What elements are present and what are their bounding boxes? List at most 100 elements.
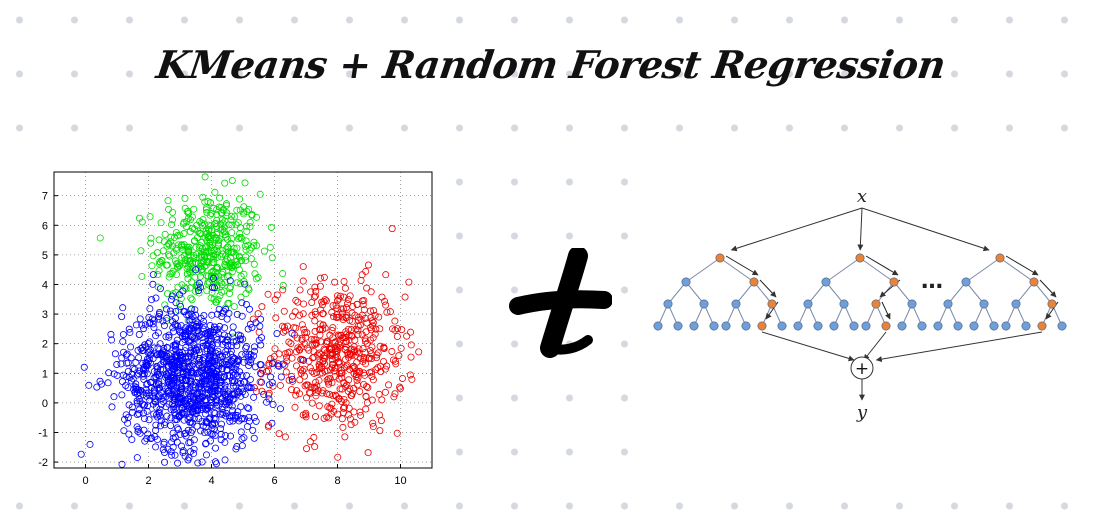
scatter-point xyxy=(231,370,239,378)
scatter-point xyxy=(197,262,205,270)
scatter-point xyxy=(191,287,199,295)
scatter-point xyxy=(250,434,258,442)
scatter-point xyxy=(269,358,277,366)
scatter-point xyxy=(342,338,350,346)
scatter-point xyxy=(202,439,210,447)
scatter-point xyxy=(195,332,203,340)
scatter-point xyxy=(214,296,222,304)
scatter-point xyxy=(154,270,162,278)
scatter-point xyxy=(272,314,280,322)
scatter-point xyxy=(136,315,144,323)
scatter-point xyxy=(273,329,281,337)
scatter-point xyxy=(319,387,327,395)
scatter-point xyxy=(367,288,375,296)
scatter-point xyxy=(157,351,165,359)
scatter-point xyxy=(133,371,141,379)
scatter-point xyxy=(207,210,215,218)
scatter-point xyxy=(316,331,324,339)
scatter-point xyxy=(202,375,210,383)
tree-edge xyxy=(667,281,687,305)
scatter-point xyxy=(213,284,221,292)
scatter-point xyxy=(341,284,349,292)
input-x-label: x xyxy=(857,186,867,207)
scatter-point xyxy=(190,436,198,444)
input-arrow xyxy=(730,207,863,252)
tree-edge xyxy=(965,257,1001,283)
scatter-point xyxy=(199,193,207,201)
tree-node-active xyxy=(995,253,1005,263)
scatter-point xyxy=(228,176,236,184)
scatter-point xyxy=(161,458,169,466)
scatter-point xyxy=(340,395,348,403)
scatter-point xyxy=(356,367,364,375)
scatter-point xyxy=(346,292,354,300)
scatter-point xyxy=(293,362,301,370)
scatter-point xyxy=(351,351,359,359)
scatter-point xyxy=(209,255,217,263)
scatter-point xyxy=(200,317,208,325)
scatter-point xyxy=(168,242,176,250)
scatter-point xyxy=(283,353,291,361)
y-tick-label: 0 xyxy=(42,398,48,410)
scatter-point xyxy=(150,344,158,352)
tree-node xyxy=(979,299,989,309)
scatter-point xyxy=(319,310,327,318)
scatter-point xyxy=(176,231,184,239)
scatter-point xyxy=(264,423,272,431)
scatter-point xyxy=(242,237,250,245)
scatter-point xyxy=(243,207,251,215)
y-tick-label: 6 xyxy=(42,220,48,232)
scatter-point xyxy=(155,381,163,389)
scatter-point xyxy=(345,404,353,412)
scatter-point xyxy=(210,274,218,282)
tree-edge xyxy=(965,281,985,305)
scatter-point xyxy=(271,296,279,304)
scatter-point xyxy=(397,344,405,352)
scatter-point xyxy=(223,212,231,220)
scatter-point xyxy=(364,261,372,269)
scatter-point xyxy=(213,253,221,261)
scatter-point xyxy=(343,381,351,389)
scatter-point xyxy=(241,280,249,288)
tree-node xyxy=(673,321,683,331)
scatter-point xyxy=(119,338,127,346)
scatter-point xyxy=(369,376,377,384)
tree-node xyxy=(1021,321,1031,331)
tree-node xyxy=(777,321,787,331)
scatter-point xyxy=(246,246,254,254)
scatter-point xyxy=(206,346,214,354)
scatter-point xyxy=(380,344,388,352)
scatter-point xyxy=(234,372,242,380)
scatter-point xyxy=(326,391,334,399)
input-arrow xyxy=(861,207,990,252)
scatter-point xyxy=(325,414,333,422)
scatter-point xyxy=(169,429,177,437)
scatter-point xyxy=(193,321,201,329)
scatter-point xyxy=(375,390,383,398)
scatter-point xyxy=(299,277,307,285)
scatter-point xyxy=(121,415,129,423)
scatter-point xyxy=(235,252,243,260)
scatter-point xyxy=(194,459,202,467)
scatter-point xyxy=(316,326,324,334)
scatter-point xyxy=(275,362,283,370)
scatter-point xyxy=(232,445,240,453)
scatter-point xyxy=(206,367,214,375)
scatter-point xyxy=(170,365,178,373)
scatter-point xyxy=(406,371,414,379)
scatter-point xyxy=(136,367,144,375)
scatter-point xyxy=(204,337,212,345)
scatter-point xyxy=(227,342,235,350)
scatter-point xyxy=(321,296,329,304)
scatter-point xyxy=(158,256,166,264)
scatter-point xyxy=(133,399,141,407)
scatter-point xyxy=(391,390,399,398)
scatter-point xyxy=(150,324,158,332)
scatter-point xyxy=(179,369,187,377)
scatter-point xyxy=(196,283,204,291)
scatter-point xyxy=(333,347,341,355)
scatter-point xyxy=(170,373,178,381)
scatter-point xyxy=(246,223,254,231)
scatter-point xyxy=(176,326,184,334)
scatter-point xyxy=(273,291,281,299)
